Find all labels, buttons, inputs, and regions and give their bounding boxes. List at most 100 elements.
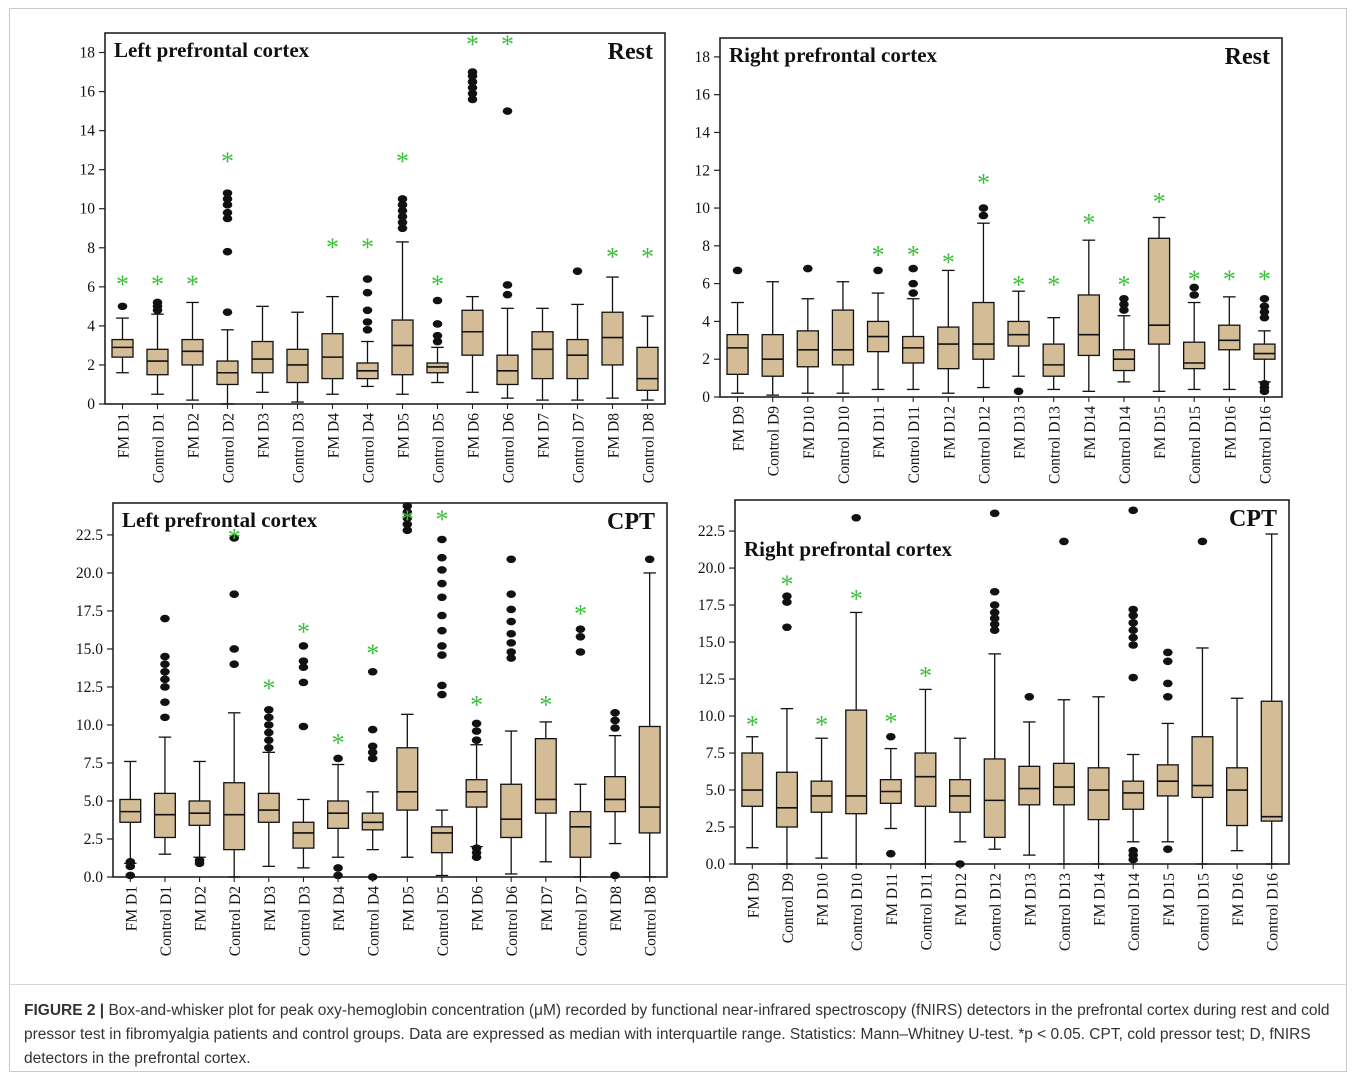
significance-star: * [1223, 265, 1236, 294]
y-tick-label: 18 [695, 49, 711, 66]
outlier-point [467, 78, 478, 86]
outlier-point [117, 302, 128, 311]
outlier-point [978, 204, 989, 212]
iqr-box [636, 346, 659, 391]
y-tick-label: 15.0 [76, 641, 103, 658]
outlier-point [502, 107, 513, 115]
box-control-d12: Control D12 [983, 509, 1006, 951]
outlier-point [732, 266, 743, 275]
outlier-point [333, 754, 343, 763]
outlier-point [367, 667, 378, 676]
box-fm-d1: FM D1 [119, 760, 142, 931]
y-tick-label: 0.0 [706, 856, 726, 873]
box-control-d4: * Control D4 [356, 233, 379, 483]
x-tick-label: FM D14 [1082, 406, 1099, 459]
iqr-box [726, 333, 749, 375]
box-fm-d3: FM D3 [251, 305, 274, 458]
iqr-box [1191, 736, 1214, 799]
x-tick-label: FM D3 [262, 886, 279, 931]
outlier-point [908, 289, 918, 297]
iqr-box [461, 309, 484, 356]
outlier-point [1128, 641, 1138, 649]
x-tick-label: Control D7 [573, 886, 590, 956]
outlier-point [397, 218, 408, 227]
outlier-point [1128, 633, 1138, 642]
box-fm-d6: * FM D6 [465, 691, 488, 931]
box-fm-d16: * FM D16 [1218, 265, 1241, 459]
significance-star: * [396, 147, 409, 176]
x-tick-label: FM D14 [1092, 873, 1109, 926]
iqr-box [465, 779, 488, 808]
iqr-box [1260, 700, 1283, 822]
outlier-point [229, 645, 239, 653]
box-fm-d14: FM D14 [1087, 696, 1110, 926]
significance-star: * [1188, 265, 1201, 294]
y-tick-label: 6 [702, 276, 710, 293]
outlier-point [362, 288, 373, 297]
outlier-point [644, 555, 655, 564]
box-fm-d13: * FM D13 [1007, 271, 1030, 459]
outlier-point [152, 298, 163, 307]
iqr-box [1122, 780, 1145, 810]
box-fm-d5: * FM D5 [391, 147, 414, 458]
box-fm-d1: * FM D1 [111, 270, 134, 458]
outlier-point [572, 267, 583, 276]
x-tick-label: FM D15 [1152, 406, 1169, 459]
outlier-point [160, 660, 170, 668]
y-tick-label: 10 [80, 201, 96, 218]
x-tick-label: Control D10 [849, 873, 866, 951]
outlier-point [803, 264, 813, 273]
box-control-d5: * Control D5 [426, 270, 449, 483]
outlier-point [989, 601, 1000, 609]
y-tick-label: 14 [695, 124, 711, 141]
panel-4: 0.0 2.5 5.0 7.5 10.0 12.5 15.0 17.5 20.0 22.5 Righ… [698, 499, 1290, 951]
box-fm-d3: * FM D3 [257, 674, 280, 931]
outlier-point [264, 736, 274, 744]
outlier-point [432, 320, 443, 328]
outlier-point [437, 566, 447, 574]
outlier-point [506, 617, 516, 626]
iqr-box [845, 709, 868, 815]
iqr-box [1183, 341, 1206, 370]
outlier-point [437, 642, 447, 650]
outlier-point [362, 306, 373, 315]
outlier-point [397, 212, 408, 221]
box-fm-d10: * FM D10 [810, 710, 833, 926]
outlier-point [437, 579, 447, 588]
x-tick-label: FM D16 [1230, 873, 1247, 926]
x-tick-label: FM D13 [1022, 873, 1039, 926]
x-tick-label: Control D1 [151, 413, 168, 483]
x-tick-label: Control D1 [158, 886, 175, 956]
x-tick-label: Control D3 [291, 413, 308, 483]
outlier-point [160, 683, 170, 691]
outlier-point [160, 675, 170, 684]
x-tick-label: Control D13 [1057, 873, 1074, 951]
iqr-box [1007, 320, 1030, 347]
outlier-point [402, 514, 413, 523]
outlier-point [298, 657, 309, 665]
outlier-point [402, 520, 413, 529]
outlier-point [125, 857, 136, 866]
outlier-point [1163, 679, 1173, 688]
iqr-box [1218, 324, 1241, 351]
box-control-d4: * Control D4 [361, 639, 384, 956]
x-tick-label: FM D12 [941, 406, 958, 459]
y-tick-label: 10.0 [698, 708, 725, 725]
outlier-point [610, 724, 620, 732]
box-control-d9: Control D9 [761, 281, 784, 476]
x-tick-label: Control D8 [641, 413, 658, 483]
y-tick-label: 22.5 [76, 527, 103, 544]
outlier-point [437, 690, 447, 699]
outlier-point [1024, 692, 1035, 701]
x-tick-label: Control D15 [1195, 873, 1212, 951]
iqr-box [257, 792, 280, 823]
significance-star: * [539, 691, 552, 720]
x-tick-label: FM D5 [396, 413, 413, 458]
y-tick-label: 17.5 [76, 603, 103, 620]
x-tick-label: Control D16 [1257, 406, 1274, 484]
outlier-point [397, 206, 408, 215]
box-control-d8: * Control D8 [636, 243, 659, 483]
iqr-box [396, 747, 419, 811]
significance-star: * [1258, 265, 1271, 294]
outlier-point [264, 705, 274, 714]
